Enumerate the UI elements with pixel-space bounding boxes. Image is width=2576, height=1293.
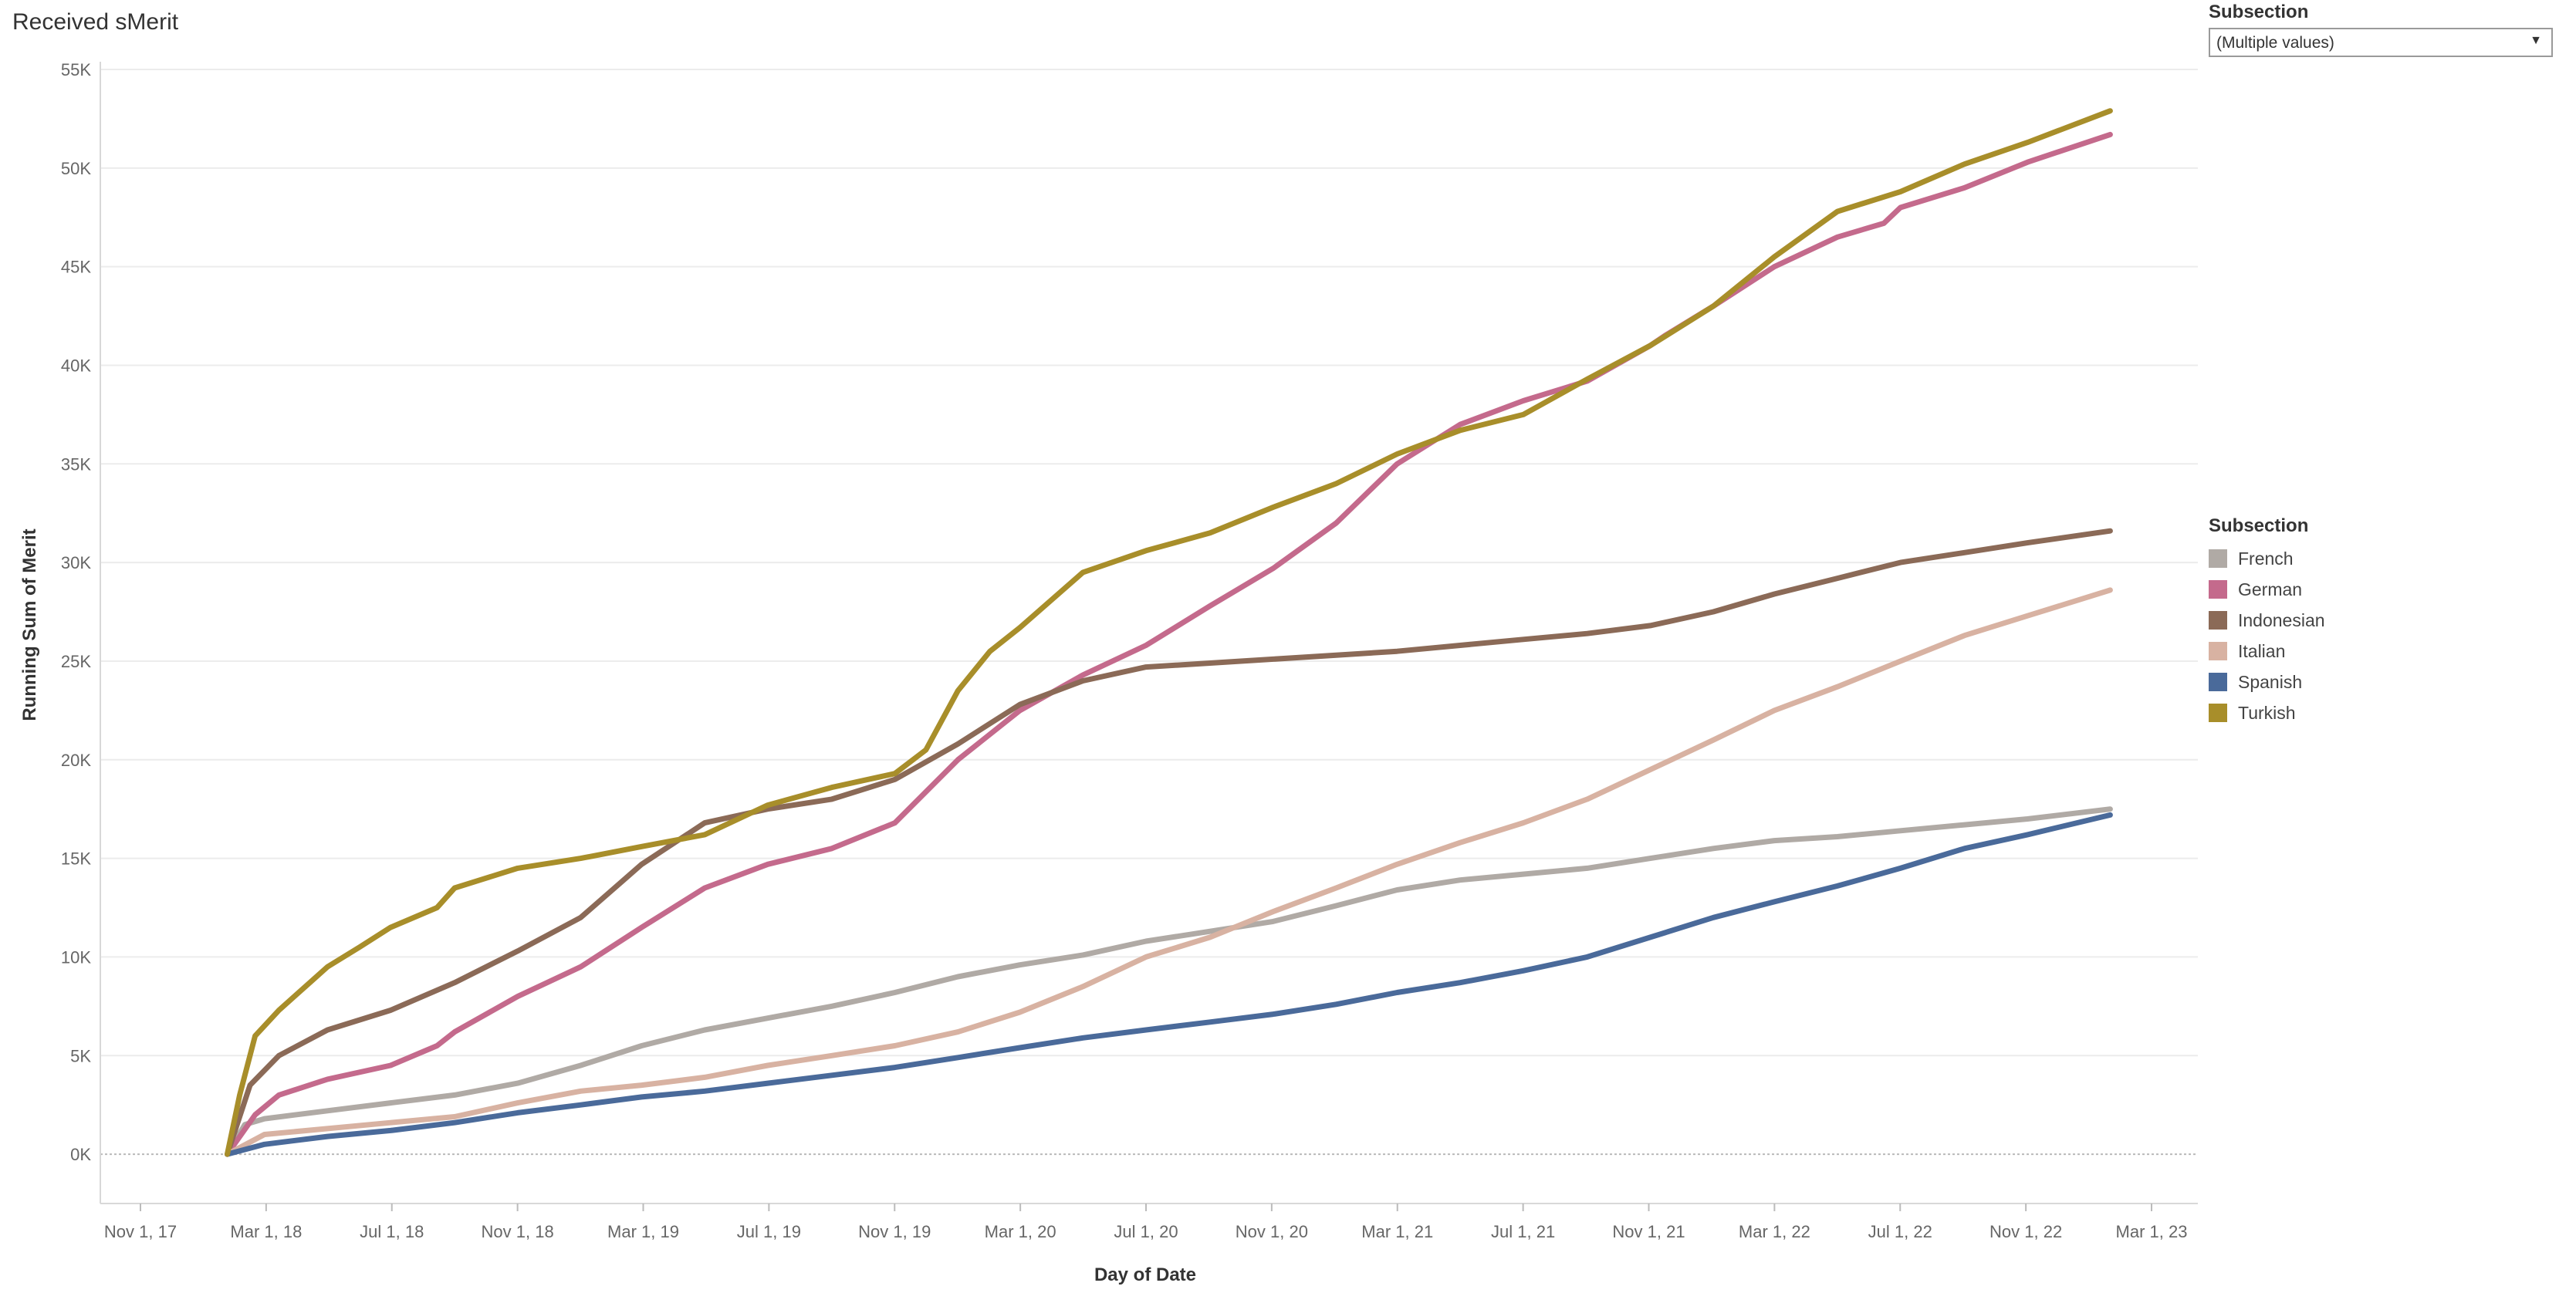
y-tick-label: 35K <box>61 454 91 474</box>
legend-items: French German Indonesian Italian Spanish Turk… <box>2209 543 2325 728</box>
legend-item-indonesian[interactable]: Indonesian <box>2209 605 2325 636</box>
legend-title: Subsection <box>2209 515 2309 536</box>
series-line-turkish[interactable] <box>225 108 2113 1157</box>
legend-label: Italian <box>2238 640 2286 661</box>
x-tick-label: Nov 1, 21 <box>1612 1222 1685 1241</box>
legend-label: Spanish <box>2238 671 2303 692</box>
legend-item-spanish[interactable]: Spanish <box>2209 667 2325 697</box>
y-tick-label: 5K <box>70 1046 91 1065</box>
legend-label: French <box>2238 548 2294 569</box>
y-tick-label: 0K <box>70 1145 91 1164</box>
legend-label: Indonesian <box>2238 609 2325 630</box>
x-tick-label: Nov 1, 22 <box>1989 1222 2062 1241</box>
legend-label: German <box>2238 579 2303 599</box>
x-tick-label: Nov 1, 19 <box>858 1222 931 1241</box>
legend-swatch <box>2209 549 2227 568</box>
x-tick-label: Jul 1, 22 <box>1868 1222 1932 1241</box>
x-axis-ticks: Nov 1, 17 Mar 1, 18 Jul 1, 18 Nov 1, 18 Mar … <box>104 1204 2188 1241</box>
legend-item-german[interactable]: German <box>2209 574 2325 605</box>
y-tick-label: 15K <box>61 849 91 869</box>
x-tick-label: Mar 1, 20 <box>985 1222 1056 1241</box>
x-tick-label: Mar 1, 23 <box>2116 1222 2188 1241</box>
legend-swatch <box>2209 580 2227 599</box>
subsection-filter-dropdown[interactable]: (Multiple values) ▼ <box>2209 28 2553 57</box>
y-tick-label: 45K <box>61 258 91 277</box>
legend-label: Turkish <box>2238 702 2296 723</box>
y-tick-label: 20K <box>61 751 91 770</box>
x-tick-label: Nov 1, 20 <box>1236 1222 1308 1241</box>
y-tick-label: 10K <box>61 947 91 967</box>
line-chart: 0K 5K 10K 15K 20K 25K 30K 35K 40K 45K 50K 55K Nov 1… <box>19 60 2198 1285</box>
series-lines <box>225 108 2113 1157</box>
x-tick-label: Mar 1, 21 <box>1361 1222 1433 1241</box>
legend-swatch <box>2209 642 2227 660</box>
x-axis-title: Day of Date <box>1094 1264 1196 1285</box>
legend-item-turkish[interactable]: Turkish <box>2209 697 2325 728</box>
legend-item-italian[interactable]: Italian <box>2209 636 2325 667</box>
x-tick-label: Jul 1, 19 <box>737 1222 801 1241</box>
y-axis-ticks: 0K 5K 10K 15K 20K 25K 30K 35K 40K 45K 50K 55K <box>61 60 91 1164</box>
y-tick-label: 40K <box>61 356 91 375</box>
y-tick-label: 50K <box>61 159 91 178</box>
legend-item-french[interactable]: French <box>2209 543 2325 574</box>
legend-swatch <box>2209 704 2227 722</box>
x-tick-label: Nov 1, 17 <box>104 1222 177 1241</box>
legend-swatch <box>2209 611 2227 630</box>
x-tick-label: Jul 1, 18 <box>360 1222 424 1241</box>
gridlines <box>100 62 2198 1204</box>
y-tick-label: 55K <box>61 60 91 79</box>
series-line-french[interactable] <box>225 806 2113 1157</box>
x-tick-label: Jul 1, 20 <box>1114 1222 1178 1241</box>
y-axis-title: Running Sum of Merit <box>19 528 40 721</box>
x-tick-label: Mar 1, 19 <box>607 1222 679 1241</box>
chart-title: Received sMerit <box>12 9 179 35</box>
x-tick-label: Nov 1, 18 <box>482 1222 554 1241</box>
series-line-indonesian[interactable] <box>225 528 2113 1157</box>
series-line-german[interactable] <box>225 131 2113 1157</box>
legend-swatch <box>2209 673 2227 691</box>
filter-title: Subsection <box>2209 2 2309 22</box>
x-tick-label: Mar 1, 22 <box>1739 1222 1810 1241</box>
y-tick-label: 25K <box>61 652 91 671</box>
dropdown-arrow-icon[interactable]: ▼ <box>2530 34 2542 47</box>
x-tick-label: Jul 1, 21 <box>1491 1222 1555 1241</box>
filter-selected-value: (Multiple values) <box>2216 34 2334 52</box>
series-line-italian[interactable] <box>225 587 2113 1157</box>
legend: Subsection French German Indonesian Italian… <box>2209 515 2325 728</box>
x-tick-label: Mar 1, 18 <box>230 1222 302 1241</box>
series-line-spanish[interactable] <box>225 812 2113 1157</box>
y-tick-label: 30K <box>61 553 91 572</box>
